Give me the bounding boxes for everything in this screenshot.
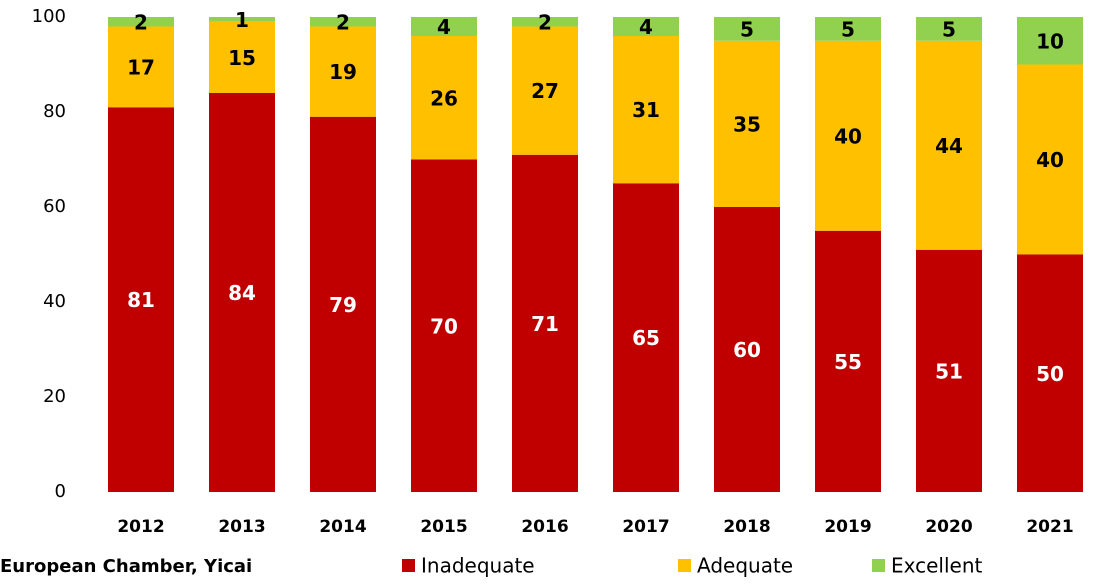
bar-segment (108, 26, 174, 108)
y-tick-label: 0 (55, 481, 66, 502)
data-label: 19 (329, 60, 357, 84)
bar-segment (512, 26, 578, 155)
bar-segment (411, 36, 477, 160)
x-tick-label: 2017 (622, 517, 669, 537)
bar-segment (815, 230, 881, 492)
data-label: 1 (235, 8, 249, 32)
data-label: 5 (841, 17, 855, 41)
bar-segment (209, 93, 275, 492)
bar-segment (1017, 17, 1083, 65)
data-label: 27 (531, 79, 559, 103)
data-label: 2 (538, 10, 552, 34)
data-label: 84 (228, 281, 256, 305)
legend-label: Adequate (697, 554, 793, 578)
x-tick-label: 2016 (521, 517, 568, 537)
data-label: 50 (1036, 362, 1064, 386)
y-tick-label: 20 (43, 386, 66, 407)
data-label: 35 (733, 112, 761, 136)
bar-segment (310, 116, 376, 492)
x-tick-label: 2019 (824, 517, 871, 537)
data-label: 2 (134, 10, 148, 34)
bar-segment (512, 17, 578, 27)
bar-segment (310, 17, 376, 27)
data-label: 5 (740, 17, 754, 41)
data-label: 26 (430, 86, 458, 110)
data-label: 79 (329, 293, 357, 317)
data-label: 81 (127, 288, 155, 312)
data-label: 40 (1036, 148, 1064, 172)
legend-swatch (872, 559, 885, 572)
bar-segment (714, 17, 780, 41)
x-tick-label: 2014 (319, 517, 366, 537)
y-tick-label: 60 (43, 196, 66, 217)
bar-segment (411, 17, 477, 36)
data-label: 60 (733, 338, 761, 362)
bar-segment (613, 17, 679, 36)
data-label: 55 (834, 350, 862, 374)
bar-segment (815, 40, 881, 231)
x-tick-label: 2018 (723, 517, 770, 537)
source: European Chamber, Yicai (0, 556, 252, 577)
y-tick-label: 80 (43, 101, 66, 122)
data-label: 4 (639, 15, 653, 39)
bar-segment (815, 17, 881, 41)
legend-swatch (678, 559, 691, 572)
bar-segment (512, 154, 578, 492)
data-label: 17 (127, 55, 155, 79)
data-label: 44 (935, 134, 963, 158)
x-tick-label: 2020 (925, 517, 972, 537)
data-label: 2 (336, 10, 350, 34)
legend-label: Inadequate (421, 554, 535, 578)
data-label: 15 (228, 46, 256, 70)
bar-segment (916, 40, 982, 250)
x-tick-label: 2012 (117, 517, 164, 537)
bar-segment (411, 159, 477, 492)
y-tick-label: 100 (32, 6, 66, 27)
bar-segment (108, 17, 174, 27)
data-label: 71 (531, 312, 559, 336)
bar-segment (613, 183, 679, 492)
data-label: 70 (430, 314, 458, 338)
bar-segment (310, 26, 376, 117)
data-label: 51 (935, 359, 963, 383)
x-tick-label: 2021 (1026, 517, 1073, 537)
data-label: 4 (437, 15, 451, 39)
data-label: 65 (632, 326, 660, 350)
x-tick-label: 2015 (420, 517, 467, 537)
data-label: 5 (942, 17, 956, 41)
bar-segment (1017, 64, 1083, 255)
x-tick-label: 2013 (218, 517, 265, 537)
bar-segment (714, 207, 780, 492)
bar-segment (209, 17, 275, 22)
bar-segment (916, 249, 982, 492)
data-label: 10 (1036, 29, 1064, 53)
bar-segment (916, 17, 982, 41)
y-tick-label: 40 (43, 291, 66, 312)
bar-segment (714, 40, 780, 207)
data-label: 40 (834, 124, 862, 148)
bar-segment (1017, 254, 1083, 492)
legend-label: Excellent (891, 554, 983, 578)
bar-segment (108, 107, 174, 492)
bar-segment (209, 21, 275, 93)
data-label: 31 (632, 98, 660, 122)
bar-segment (613, 36, 679, 184)
legend-swatch (402, 559, 415, 572)
